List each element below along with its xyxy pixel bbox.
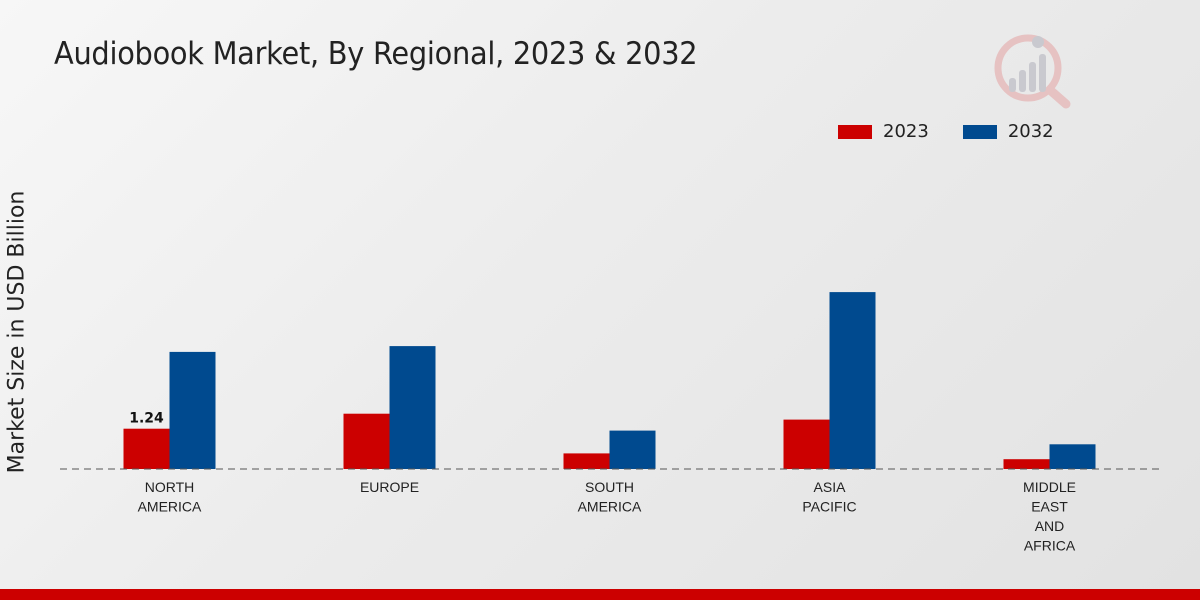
x-tick-label-3-1: PACIFIC	[802, 499, 856, 515]
bar-2032-1	[389, 346, 436, 469]
magnifier-chart-logo-icon	[994, 34, 1071, 109]
bar-2023-2	[563, 453, 610, 469]
x-tick-label-2-0: SOUTH	[585, 479, 634, 495]
bar-2032-2	[609, 430, 656, 469]
chart-legend: 2023 2032	[838, 121, 1088, 142]
x-tick-label-4-2: AND	[1035, 518, 1065, 534]
x-tick-label-4-0: MIDDLE	[1023, 479, 1076, 495]
chart-title: Audiobook Market, By Regional, 2023 & 20…	[54, 36, 698, 72]
x-tick-label-1-0: EUROPE	[360, 479, 419, 495]
bar-2023-4	[1003, 459, 1050, 469]
bar-2032-4	[1049, 444, 1096, 469]
legend-swatch-2032	[962, 124, 997, 139]
bar-2023-1	[343, 413, 390, 469]
x-tick-label-0-1: AMERICA	[138, 499, 202, 515]
x-tick-label-4-1: EAST	[1031, 499, 1068, 515]
bar-2032-0	[169, 351, 216, 469]
data-label-0: 1.24	[129, 411, 164, 427]
bar-2023-0	[123, 428, 170, 469]
bar-2023-3	[783, 419, 830, 469]
bottom-accent-bar	[0, 589, 1200, 600]
x-tick-label-4-3: AFRICA	[1024, 538, 1076, 554]
legend-label-2023: 2023	[883, 121, 929, 142]
legend-item-2032: 2032	[962, 121, 1054, 142]
legend-label-2032: 2032	[1007, 121, 1054, 142]
legend-item-2023: 2023	[838, 121, 929, 142]
x-tick-label-0-0: NORTH	[145, 479, 195, 495]
x-tick-label-3-0: ASIA	[814, 479, 847, 495]
bar-2032-3	[829, 292, 876, 469]
x-tick-label-2-1: AMERICA	[578, 499, 642, 515]
legend-swatch-2023	[838, 124, 872, 139]
